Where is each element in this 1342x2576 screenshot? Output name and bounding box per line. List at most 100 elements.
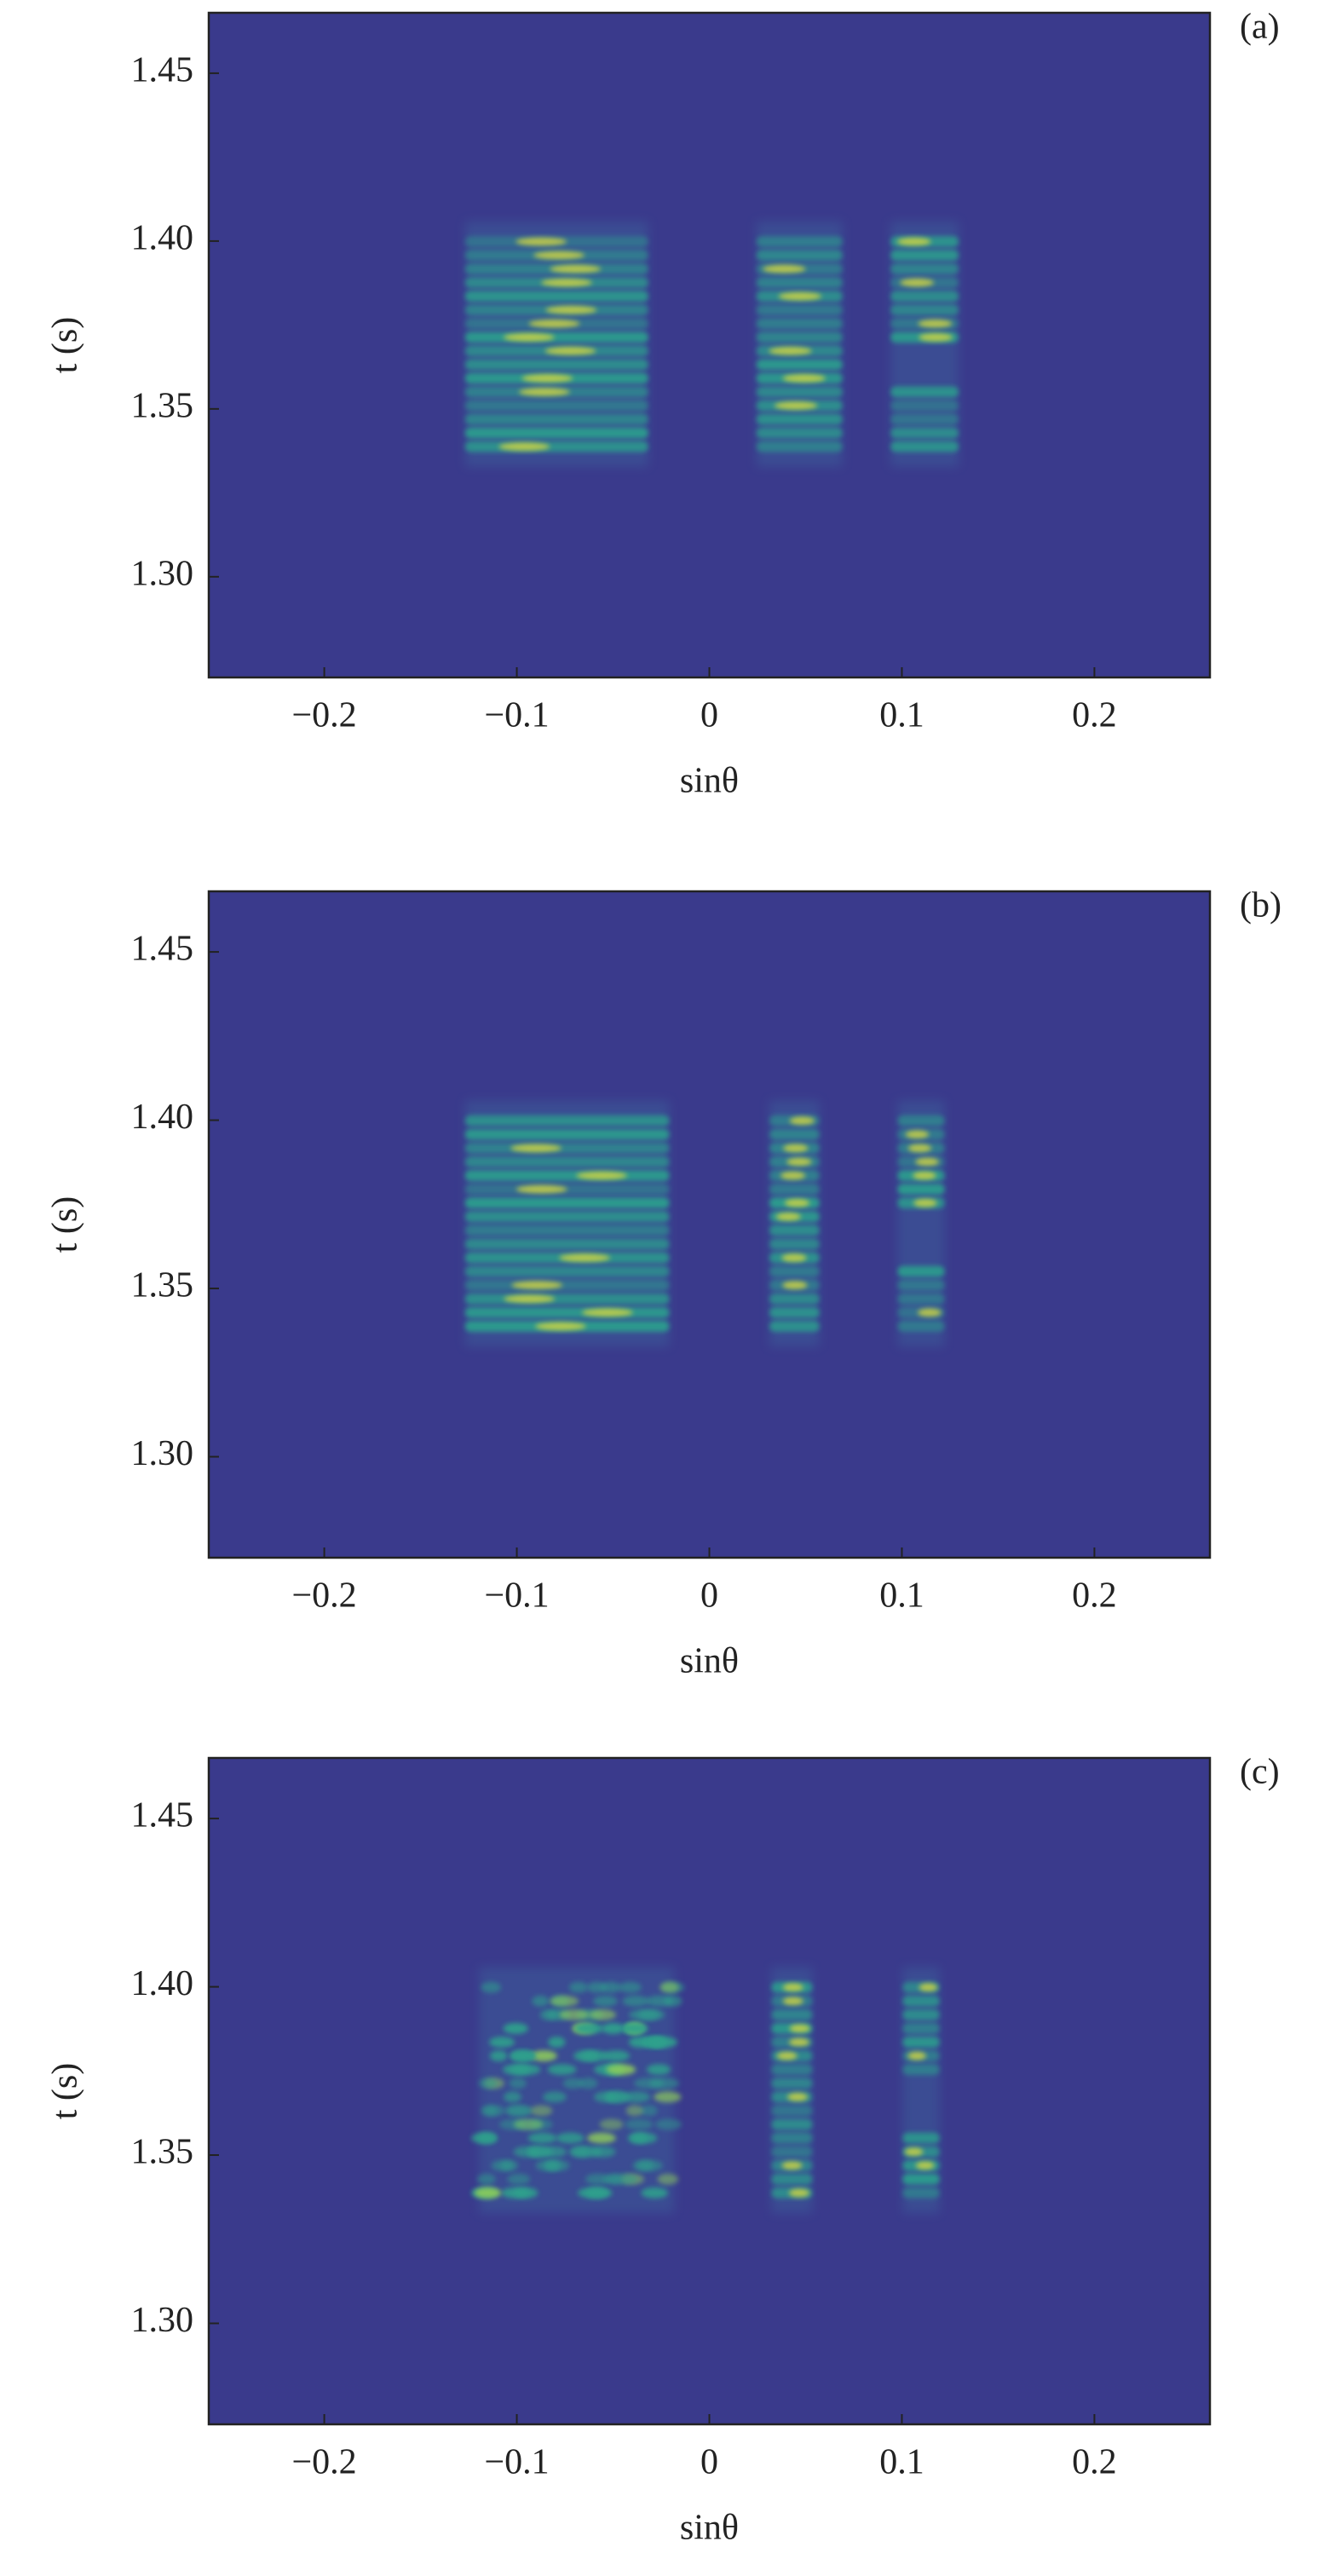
stripe <box>902 2037 940 2048</box>
hot-spot <box>918 1308 942 1317</box>
speckle <box>627 2132 648 2144</box>
glow <box>756 221 843 467</box>
hot-spot <box>782 1997 803 2006</box>
speckle <box>527 2146 554 2158</box>
x-tick-label: −0.2 <box>291 696 356 735</box>
x-tick-label: 0.2 <box>1072 696 1117 735</box>
speckle <box>509 2078 527 2089</box>
panel-label: (c) <box>1240 1753 1280 1792</box>
x-tick-label: −0.1 <box>484 1576 549 1616</box>
speckle <box>640 2105 658 2117</box>
stripe <box>769 1238 820 1250</box>
y-tick-label: 1.45 <box>131 1796 194 1835</box>
hot-spot <box>907 1144 932 1153</box>
hot-spot <box>775 1212 802 1221</box>
stripe <box>756 413 843 425</box>
hot-spot <box>776 2051 798 2060</box>
speckle <box>655 2118 683 2130</box>
stripe <box>771 2008 813 2020</box>
hot-spot <box>541 278 593 287</box>
heatmap-intensity <box>464 221 959 467</box>
y-tick-label: 1.30 <box>131 1434 194 1473</box>
speckle <box>559 2008 590 2020</box>
stripe <box>902 2132 940 2144</box>
speckle <box>606 2064 636 2076</box>
speckle <box>489 2050 508 2062</box>
stripe <box>890 263 959 275</box>
stripe <box>902 2064 940 2076</box>
plot-background <box>209 13 1210 677</box>
stripe <box>771 2105 813 2117</box>
stripe <box>890 386 959 398</box>
x-tick-label: 0.1 <box>879 2443 924 2482</box>
stripe <box>464 1142 670 1154</box>
speckle <box>503 2023 528 2034</box>
hot-spot <box>786 2093 809 2101</box>
speckle <box>590 2146 616 2158</box>
stripe <box>890 413 959 425</box>
speckle <box>633 2078 665 2089</box>
glow <box>769 1100 820 1347</box>
hot-spot <box>905 1130 930 1139</box>
hot-spot <box>511 1281 563 1290</box>
stripe <box>464 291 648 303</box>
heatmap-intensity <box>470 1967 940 2214</box>
hot-spot <box>498 442 550 451</box>
x-tick-label: −0.1 <box>484 696 549 735</box>
stripe <box>769 1293 820 1305</box>
speckle <box>650 2037 677 2048</box>
stripe <box>756 427 843 439</box>
hot-spot <box>576 1171 628 1180</box>
y-axis-label: t (s) <box>46 2063 85 2120</box>
panel-label: (a) <box>1240 8 1280 47</box>
speckle <box>573 2050 599 2062</box>
stripe <box>756 386 843 398</box>
y-tick-label: 1.35 <box>131 386 194 425</box>
hot-spot <box>913 1171 936 1180</box>
stripe <box>769 1225 820 1236</box>
hot-spot <box>782 1983 803 1992</box>
stripe <box>464 1293 670 1305</box>
hot-spot <box>788 2037 809 2047</box>
speckle <box>625 2105 643 2117</box>
stripe <box>464 1128 670 1140</box>
speckle <box>622 2023 648 2034</box>
stripe <box>769 1306 820 1318</box>
hot-spot <box>904 2147 924 2157</box>
speckle <box>587 2132 616 2144</box>
stripe <box>890 441 959 452</box>
speckle <box>529 2105 553 2117</box>
x-axis-label: sinθ <box>680 2509 739 2548</box>
hot-spot <box>769 347 812 355</box>
stripe <box>464 359 648 371</box>
speckle <box>586 1981 607 1993</box>
speckle <box>657 2173 679 2185</box>
hot-spot <box>774 401 818 410</box>
stripe <box>464 441 648 452</box>
glow <box>897 1100 945 1347</box>
hot-spot <box>504 1294 556 1304</box>
glow <box>479 1967 675 2214</box>
hot-spot <box>789 1116 815 1126</box>
speckle <box>619 1981 642 1993</box>
speckle <box>481 1981 502 1993</box>
stripe <box>756 441 843 452</box>
stripe <box>897 1115 945 1127</box>
speckle <box>637 2008 665 2020</box>
heatmap-intensity <box>464 1100 945 1347</box>
speckle <box>585 2173 611 2185</box>
speckle <box>568 1981 588 1993</box>
speckle <box>562 2078 584 2089</box>
x-tick-label: 0 <box>700 696 718 735</box>
panel: −0.2 −0.1 0 0.1 0.2 1.30 1.35 1.40 1.45 sinθ t (s)… <box>46 8 1280 801</box>
speckle <box>602 2050 631 2062</box>
y-axis-label: t (s) <box>46 317 85 374</box>
stripe <box>464 1238 670 1250</box>
x-tick-label: 0.2 <box>1072 1576 1117 1616</box>
glow <box>464 221 648 467</box>
speckle <box>574 2023 604 2034</box>
stripe <box>890 291 959 303</box>
x-tick-label: 0.2 <box>1072 2443 1117 2482</box>
speckle <box>481 2105 498 2117</box>
